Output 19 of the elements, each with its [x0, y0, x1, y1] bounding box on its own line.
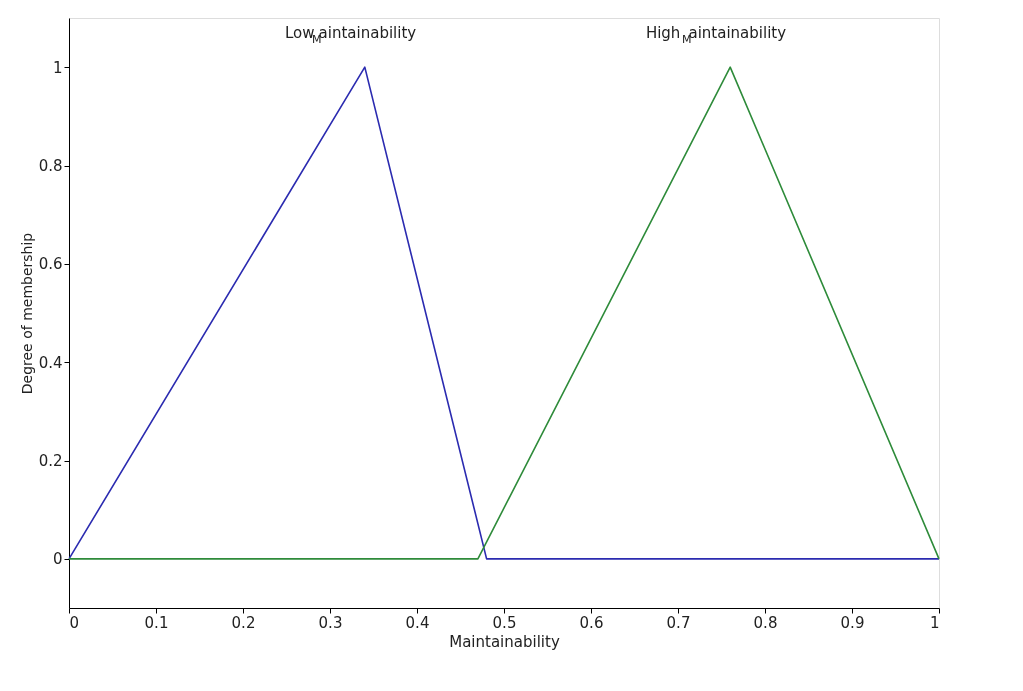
y-tick-label: 0.6: [38, 255, 63, 274]
x-axis-title: Maintainability: [449, 632, 560, 651]
x-tick-label: 0.8: [753, 613, 778, 632]
y-tick-label: 0.8: [38, 157, 63, 175]
y-tick-label: 0.4: [38, 353, 63, 372]
x-tick-label: 1: [929, 613, 940, 632]
y-axis-title: Degree of membership: [18, 232, 35, 395]
y-tick-label: 1: [52, 58, 63, 77]
y-tick-label: 0: [52, 550, 63, 569]
x-tick-label: 0.6: [579, 613, 604, 632]
x-tick-label: 0.7: [666, 613, 691, 632]
x-tick-label: 0.5: [492, 613, 517, 632]
x-tick-label: 0.9: [840, 613, 865, 632]
x-tick-label: 0.4: [405, 613, 430, 632]
x-tick-label: 0.1: [144, 613, 169, 632]
x-tick-label: 0.2: [231, 613, 256, 632]
x-tick-label: 0.3: [318, 613, 343, 632]
x-tick-label: 0: [69, 613, 80, 632]
y-tick-label: 0.2: [38, 452, 63, 470]
